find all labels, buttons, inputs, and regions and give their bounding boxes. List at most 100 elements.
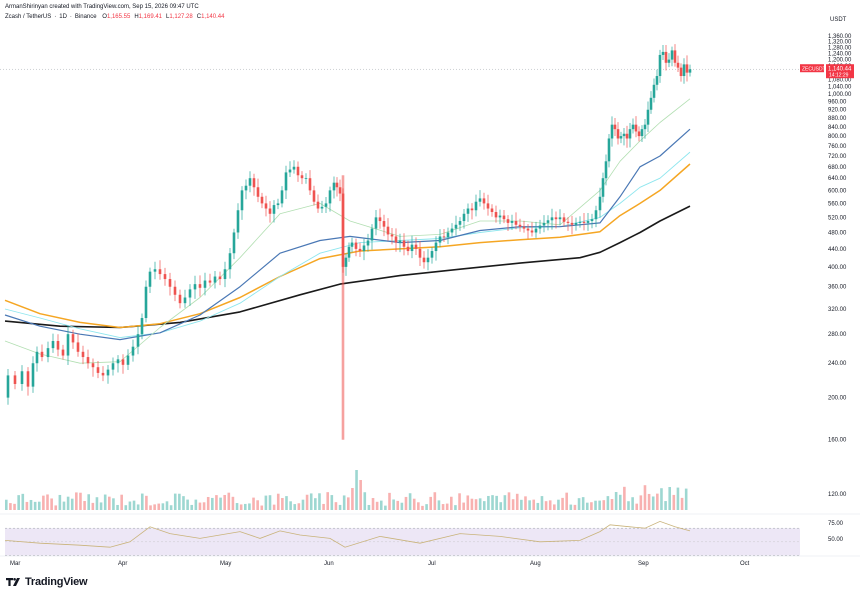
last-price-tag <box>826 64 854 79</box>
volume-bar <box>680 497 684 510</box>
candle-body <box>13 375 17 384</box>
volume-bar <box>598 500 601 510</box>
candle-body <box>252 178 256 188</box>
candle-body <box>344 257 348 267</box>
volume-bar <box>248 503 251 510</box>
candle-body <box>193 284 197 290</box>
volume-bar <box>594 500 597 510</box>
candle-body <box>347 246 351 258</box>
price-tick-label: 360.00 <box>828 285 847 291</box>
volume-bar <box>54 505 58 510</box>
candle-body <box>240 190 244 211</box>
volume-bar <box>487 495 490 510</box>
candle-body <box>153 269 157 272</box>
volume-bar <box>169 505 173 510</box>
volume-bar <box>25 501 29 510</box>
volume-bar <box>124 505 128 510</box>
candle-body <box>144 286 148 319</box>
ohlc-key: C <box>196 14 202 20</box>
volume-bar <box>33 501 37 510</box>
candle-body <box>688 69 692 73</box>
candle-body <box>676 62 680 68</box>
volume-bar <box>103 494 107 510</box>
volume-bar <box>120 494 123 510</box>
chart-credit: ArmanShirinyan created with TradingView.… <box>5 4 199 10</box>
candle-body <box>637 131 641 137</box>
candle-body <box>454 224 458 229</box>
volume-bar <box>206 496 210 510</box>
candle-body <box>213 276 217 283</box>
volume-bar <box>21 493 25 510</box>
candle-body <box>232 232 236 254</box>
candle-body <box>574 222 578 225</box>
volume-bar <box>153 504 156 510</box>
volume-bar <box>412 498 416 510</box>
volume-bar <box>470 498 474 510</box>
price-tick-label: 880.00 <box>828 116 847 122</box>
candle-body <box>616 129 620 139</box>
price-axis: USDT 1,360.001,320.001,280.001,240.001,20… <box>828 17 852 498</box>
candle-body <box>284 172 288 191</box>
price-tick-label: 1,360.00 <box>828 34 852 40</box>
last-price-symbol-tag <box>800 64 824 73</box>
volume-bar <box>437 500 441 510</box>
volume-bar <box>602 500 606 510</box>
candle-body <box>341 175 345 440</box>
rsi-tick-label: 75.00 <box>828 521 844 527</box>
volume-bar <box>260 505 264 510</box>
candle-body <box>631 124 635 130</box>
symbol-line: Zcash / TetherUS · 1D · Binance O1,165.55 H1,… <box>5 14 225 20</box>
candle-body <box>446 232 450 238</box>
last-price-countdown: 14:12:29 <box>829 73 849 79</box>
candle-body <box>482 198 486 204</box>
tradingview-logo-text: TradingView <box>25 576 88 588</box>
candle-body <box>20 371 24 384</box>
volume-bar <box>29 499 33 510</box>
candle-body <box>324 203 328 207</box>
volume-bar <box>37 501 41 510</box>
price-tick-label: 1,040.00 <box>828 85 852 91</box>
candle-body <box>264 203 268 209</box>
volume-bar <box>618 494 622 510</box>
volume-bar <box>116 504 119 510</box>
price-tick-label: 240.00 <box>828 361 847 367</box>
candle-body <box>542 222 546 226</box>
candle-body <box>382 221 386 227</box>
candle-body <box>442 236 446 238</box>
candle-body <box>236 210 240 233</box>
candle-body <box>66 334 70 356</box>
candle-body <box>418 248 422 258</box>
price-tick-label: 320.00 <box>828 307 847 313</box>
volume-bar <box>553 504 556 510</box>
candle-body <box>510 221 514 223</box>
volume-bar <box>585 502 589 510</box>
candle-body <box>682 64 686 77</box>
volume-bar <box>322 503 325 510</box>
interval-label[interactable]: 1D <box>59 14 67 20</box>
price-tick-label: 1,240.00 <box>828 51 852 57</box>
candle-body <box>163 274 167 280</box>
volume-bar <box>544 501 548 510</box>
volume-bar <box>454 505 457 510</box>
candle-body <box>685 64 689 73</box>
candle-body <box>335 182 339 188</box>
candles <box>6 44 692 440</box>
symbol-name[interactable]: Zcash / TetherUS <box>5 14 52 20</box>
volume-bar <box>433 492 437 510</box>
candle-body <box>358 248 362 252</box>
tradingview-logo[interactable]: TradingView <box>6 576 88 588</box>
candle-body <box>203 280 207 288</box>
candle-body <box>208 280 212 283</box>
candle-body <box>534 228 538 233</box>
price-tick-label: 400.00 <box>828 265 847 271</box>
volume-bar <box>91 502 95 510</box>
volume-bar <box>660 488 663 510</box>
month-label: Jun <box>324 561 334 567</box>
volume-bar <box>70 498 74 510</box>
price-tick-label: 280.00 <box>828 332 847 338</box>
candle-body <box>26 371 30 387</box>
volume-bar <box>194 499 198 510</box>
volume-bar <box>342 495 346 510</box>
volume-bar <box>66 496 70 510</box>
